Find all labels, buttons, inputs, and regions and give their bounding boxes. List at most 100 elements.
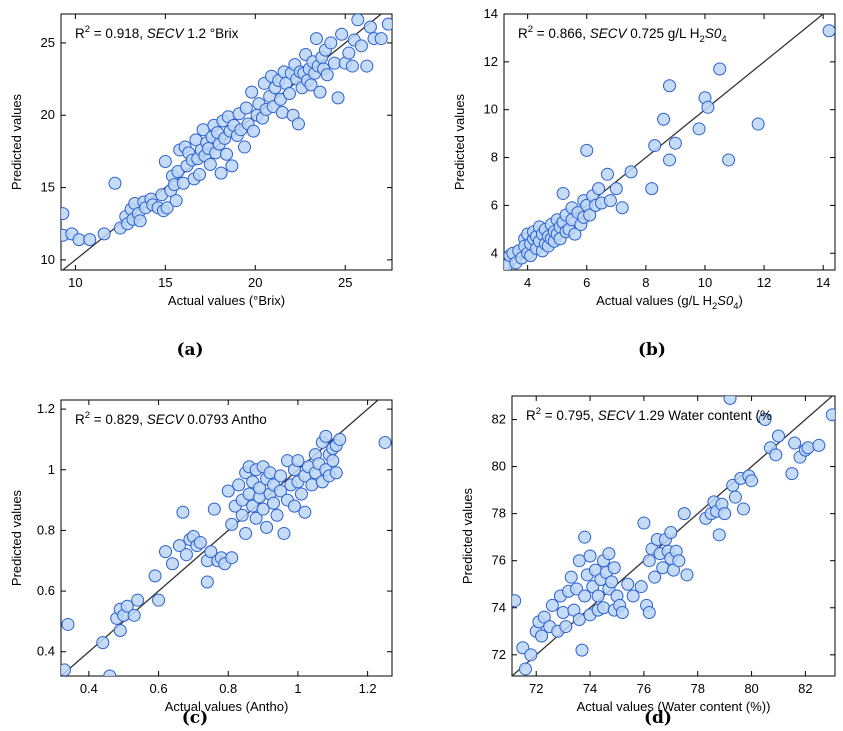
data-point	[822, 24, 835, 38]
data-point	[225, 159, 239, 173]
data-point	[239, 526, 253, 540]
panel-c: 0.4 0.6 0.8 1 1.2 0.4 0.6 0.8 1 1.2 R2 = 0.829, SE…	[9, 399, 393, 728]
y-tick-label: 1	[48, 462, 55, 477]
data-point	[360, 59, 374, 73]
data-point	[113, 624, 127, 638]
data-point	[61, 663, 71, 676]
data-point	[83, 233, 97, 247]
data-point	[592, 182, 606, 196]
data-point	[329, 466, 343, 480]
data-point	[583, 208, 597, 222]
y-tick-label: 0.8	[37, 522, 55, 537]
data-point	[769, 448, 783, 462]
data-point	[645, 182, 659, 196]
x-tick-label: 14	[816, 275, 830, 290]
data-point	[615, 605, 629, 619]
data-point	[235, 508, 249, 522]
data-point	[291, 454, 305, 468]
y-tick-label: 76	[492, 553, 506, 568]
data-point	[249, 511, 263, 525]
data-point	[642, 605, 656, 619]
data-point	[270, 508, 284, 522]
x-tick-label: 15	[158, 275, 172, 290]
x-tick-label: 25	[338, 275, 352, 290]
data-point	[512, 594, 522, 608]
data-point	[225, 517, 239, 531]
data-point	[602, 547, 616, 561]
data-point	[728, 490, 742, 504]
x-tick-label: 82	[798, 681, 812, 696]
y-axis-label: Predicted values	[9, 93, 24, 190]
x-tick-label: 78	[690, 681, 704, 696]
data-point	[605, 575, 619, 589]
data-point	[176, 505, 190, 519]
x-tick-label: 74	[583, 681, 597, 696]
x-tick-label: 20	[248, 275, 262, 290]
plot-frame	[503, 13, 836, 271]
data-point	[131, 593, 145, 607]
data-point	[664, 525, 678, 539]
data-point	[291, 117, 305, 131]
data-point	[171, 165, 185, 179]
data-point	[133, 214, 147, 228]
data-point	[267, 496, 281, 510]
data-point	[564, 570, 578, 584]
data-point	[591, 589, 605, 603]
data-point	[648, 570, 662, 584]
y-tick-label: 6	[491, 197, 498, 212]
data-point	[97, 227, 111, 241]
panel-label: (a)	[176, 340, 203, 360]
data-point	[648, 139, 662, 153]
data-point	[600, 167, 614, 181]
data-point	[615, 201, 629, 215]
data-point	[120, 599, 134, 613]
data-point	[61, 617, 75, 631]
data-point	[103, 669, 117, 676]
stats-label: R2 = 0.795, SECV 1.29 Water content (%	[526, 406, 772, 423]
y-tick-label: 80	[492, 459, 506, 474]
data-point	[335, 27, 349, 41]
data-point	[663, 153, 676, 167]
y-tick-label: 4	[491, 245, 498, 260]
data-point	[72, 233, 86, 247]
data-point	[556, 605, 570, 619]
data-point	[127, 608, 141, 622]
data-point	[158, 155, 172, 169]
x-tick-label: 0.6	[150, 681, 168, 696]
data-point	[294, 487, 308, 501]
data-point	[518, 662, 532, 676]
data-point	[207, 502, 221, 516]
y-tick-label: 78	[492, 506, 506, 521]
data-point	[545, 598, 559, 612]
data-point	[176, 176, 190, 190]
data-point	[193, 536, 207, 550]
data-point	[718, 507, 732, 521]
data-point	[825, 408, 835, 422]
data-point	[200, 575, 214, 589]
data-point	[96, 636, 110, 650]
y-axis-label: Predicted values	[452, 93, 467, 190]
x-tick-label: 1.2	[359, 681, 377, 696]
x-tick-label: 8	[642, 275, 649, 290]
data-point	[559, 620, 573, 634]
data-point	[722, 153, 736, 167]
data-point	[351, 14, 365, 27]
data-point	[331, 91, 345, 105]
panel-label: (b)	[638, 340, 666, 360]
data-point	[148, 569, 162, 583]
panel-d: 72 74 76 78 80 82 72 74 76 78 80 82 R2 = 0.795, SECV…	[460, 395, 836, 728]
data-point	[256, 502, 270, 516]
x-axis-label: Actual values (Antho)	[165, 699, 289, 714]
data-point	[745, 474, 759, 488]
data-point	[275, 105, 289, 119]
data-point	[363, 20, 377, 34]
data-point	[692, 122, 706, 136]
data-point	[680, 568, 694, 582]
panel-a: 10 15 20 25 10 15 20 25 R2 = 0.918, SECV 1.2 °Br…	[9, 13, 393, 360]
data-point	[785, 467, 799, 481]
data-point	[637, 516, 651, 530]
data-point	[165, 557, 179, 571]
data-point	[245, 85, 259, 99]
x-axis-label: Actual values (g/L H2S04)	[596, 293, 743, 312]
